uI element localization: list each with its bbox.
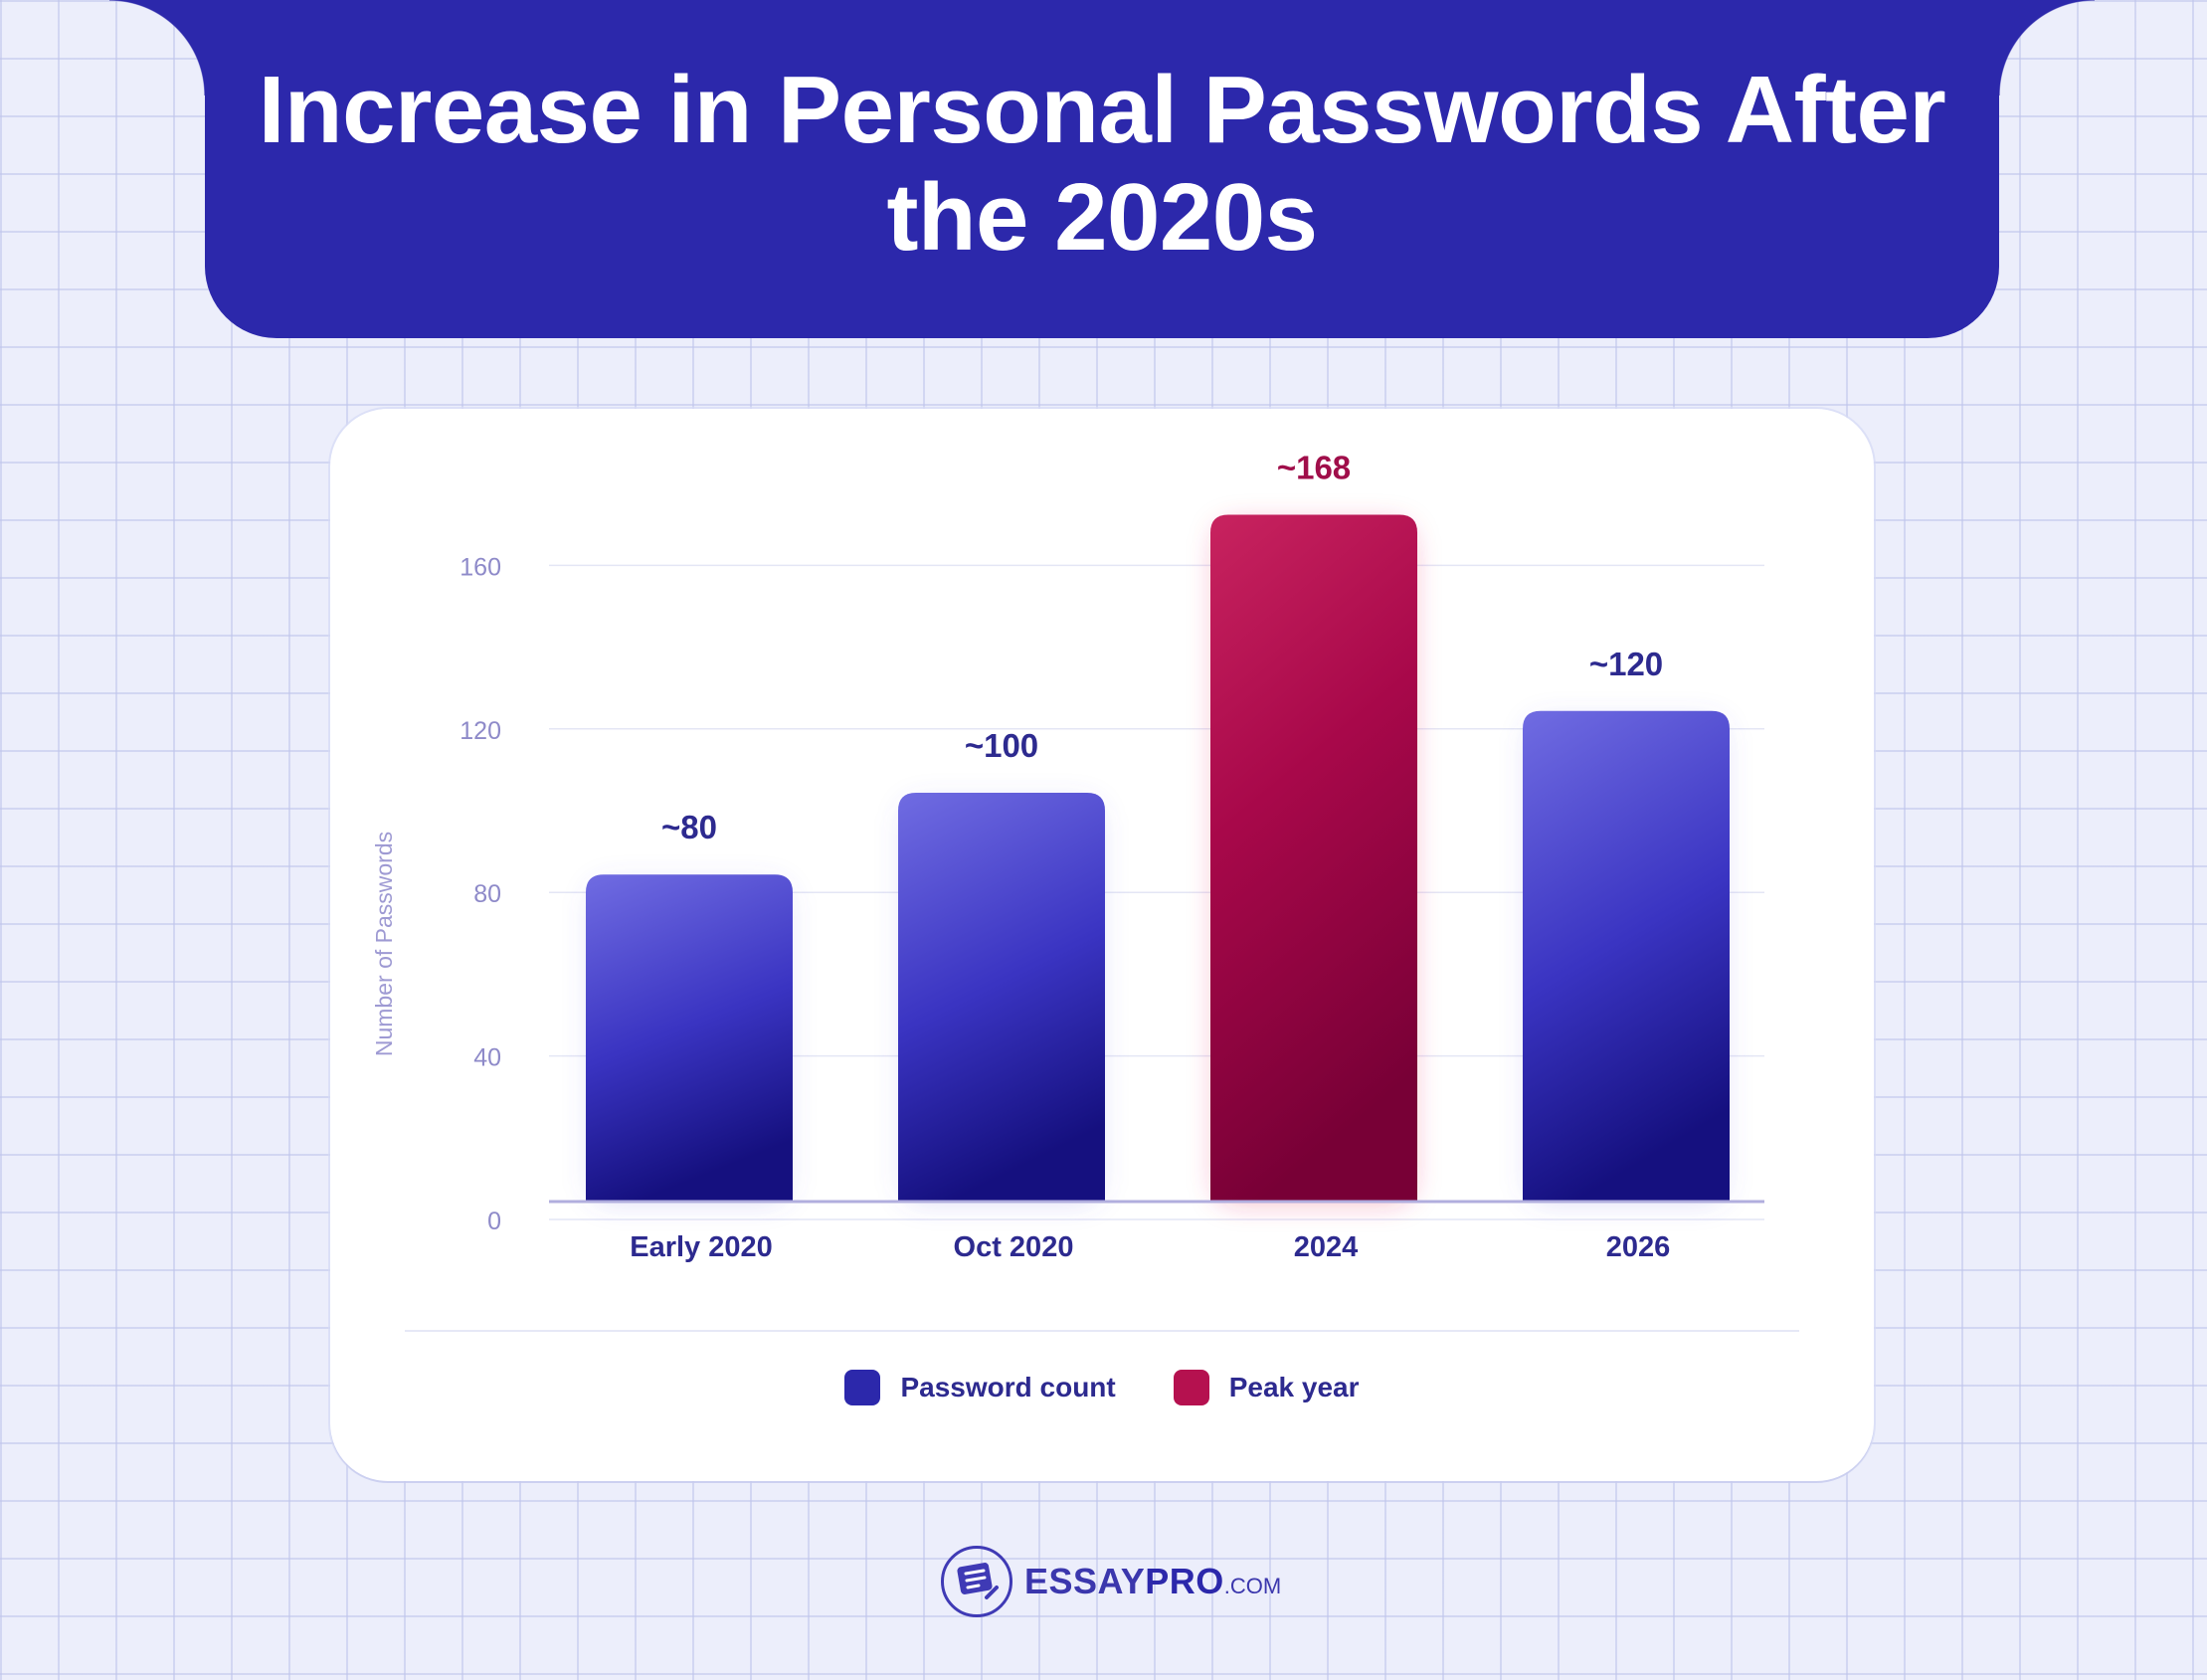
- legend-swatch-peak-year: [1173, 1370, 1209, 1405]
- bar-value-label-2: ~100: [965, 727, 1038, 764]
- legend: Password count Peak year: [330, 1370, 1874, 1405]
- logo-wordmark: ESSAYPRO.COM: [1024, 1561, 1281, 1602]
- legend-divider: [405, 1330, 1799, 1332]
- legend-label-peak-year: Peak year: [1228, 1372, 1360, 1402]
- bar-2: [898, 793, 1105, 1202]
- bar-value-label-3: ~168: [1277, 450, 1351, 486]
- y-tick-label: 160: [460, 553, 501, 581]
- logo-main: ESSAY: [1024, 1561, 1146, 1601]
- bar-chart: 0 40 80 120 160 Number of Passwords ~80 Early 2…: [371, 450, 1764, 1263]
- y-tick-label: 40: [473, 1044, 501, 1072]
- y-axis-title: Number of Passwords: [371, 832, 397, 1056]
- essay-document-pen-icon: [941, 1546, 1012, 1617]
- y-tick-label: 0: [487, 1208, 501, 1235]
- legend-label-password-count: Password count: [900, 1372, 1116, 1402]
- chart-card: 0 40 80 120 160 Number of Passwords ~80 Early 2…: [330, 409, 1874, 1481]
- legend-swatch-password-count: [844, 1370, 881, 1405]
- header-banner: Increase in Personal Passwords After the…: [205, 0, 1999, 338]
- bar-value-label-4: ~120: [1589, 646, 1663, 682]
- bar-1: [586, 874, 793, 1202]
- y-tick-label: 120: [460, 717, 501, 745]
- banner-ear-right: [1999, 0, 2095, 95]
- logo-tld: .COM: [1223, 1574, 1282, 1598]
- bar-value-label-1: ~80: [661, 809, 717, 845]
- bar-4: [1523, 710, 1730, 1202]
- category-label-4: 2026: [1606, 1231, 1671, 1263]
- category-label-3: 2024: [1294, 1231, 1359, 1263]
- legend-item-peak-year: Peak year: [1173, 1370, 1360, 1405]
- bar-3: [1210, 514, 1417, 1202]
- logo-accent: PRO: [1145, 1561, 1224, 1601]
- legend-item-password-count: Password count: [844, 1370, 1116, 1405]
- banner-ear-left: [109, 0, 205, 95]
- page-title: Increase in Personal Passwords After the…: [258, 57, 1946, 271]
- y-tick-label: 80: [473, 880, 501, 908]
- category-label-1: Early 2020: [630, 1231, 773, 1263]
- essaypro-logo: ESSAYPRO.COM: [941, 1544, 1281, 1619]
- category-label-2: Oct 2020: [954, 1231, 1074, 1263]
